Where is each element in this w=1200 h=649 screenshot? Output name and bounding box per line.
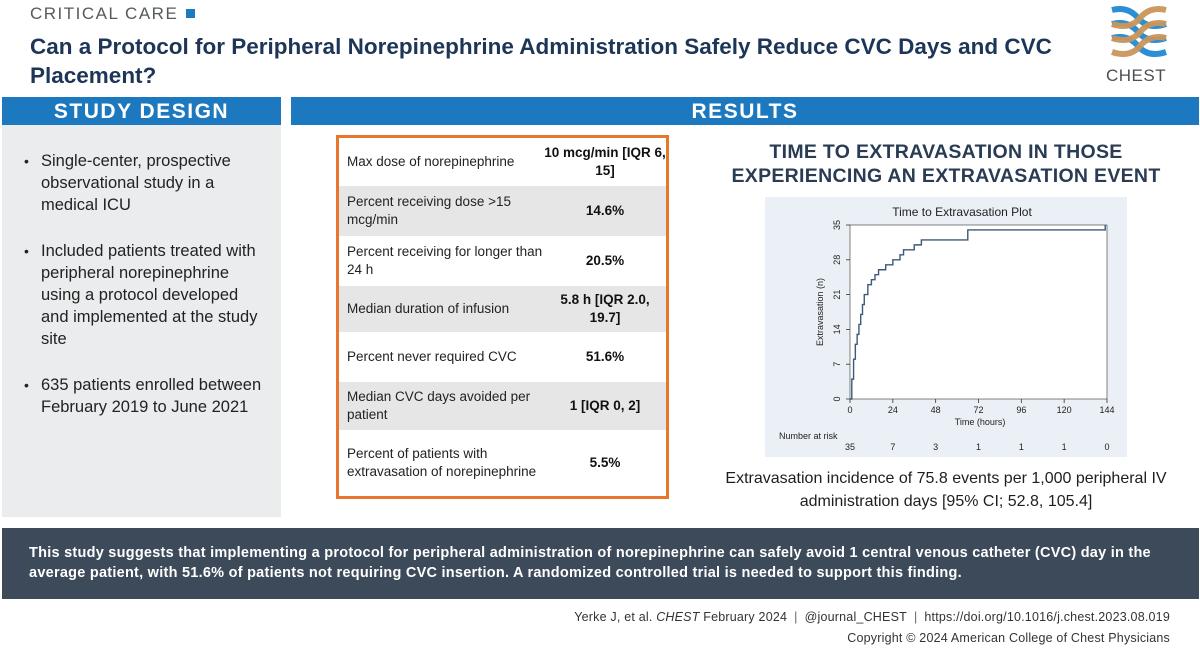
table-row: Median duration of infusion 5.8 h [IQR 2… <box>339 286 666 332</box>
row-label: Percent of patients with extravasation o… <box>347 446 537 479</box>
page-title: Can a Protocol for Peripheral Norepineph… <box>30 34 1052 88</box>
row-label: Median CVC days avoided per patient <box>347 389 531 422</box>
row-label: Max dose of norepinephrine <box>347 154 515 169</box>
copyright: Copyright © 2024 American College of Che… <box>847 631 1170 645</box>
table-row: Percent receiving for longer than 24 h 2… <box>339 236 666 286</box>
row-label: Percent receiving for longer than 24 h <box>347 244 543 277</box>
list-item: Included patients treated with periphera… <box>24 240 263 350</box>
summary-banner: This study suggests that implementing a … <box>2 528 1199 599</box>
chart-risk-value: 1 <box>1062 442 1067 452</box>
chart-x-tick-label: 0 <box>847 405 852 415</box>
chart-risk-value: 1 <box>976 442 981 452</box>
journal-handle: @journal_CHEST <box>804 610 907 624</box>
results-banner: RESULTS <box>291 97 1199 125</box>
logo-wordmark: CHEST <box>1106 66 1167 85</box>
chart-x-axis-label: Time (hours) <box>955 417 1006 427</box>
table-row: Max dose of norepinephrine 10 mcg/min [I… <box>339 138 666 186</box>
results-table: Max dose of norepinephrine 10 mcg/min [I… <box>336 135 669 499</box>
chart-x-tick-label: 144 <box>1099 405 1114 415</box>
chart-y-tick-label: 0 <box>832 396 842 401</box>
chart-y-tick-label: 14 <box>832 324 842 334</box>
row-label: Percent receiving dose >15 mcg/min <box>347 194 511 227</box>
chart-title: Time to Extravasation Plot <box>892 205 1032 219</box>
chart-risk-value: 0 <box>1104 442 1109 452</box>
plot-heading: TIME TO EXTRAVASATION IN THOSE EXPERIENC… <box>731 141 1161 187</box>
study-design-banner: STUDY DESIGN <box>2 97 281 125</box>
chart-x-tick-label: 72 <box>973 405 983 415</box>
chart-y-tick-label: 7 <box>832 362 842 367</box>
chart-risk-value: 35 <box>845 442 855 452</box>
row-label: Percent never required CVC <box>347 349 517 364</box>
citation-author: Yerke J, et al. <box>574 610 653 624</box>
row-value: 20.5% <box>585 253 625 268</box>
row-value: 51.6% <box>585 349 625 364</box>
logo-stripes <box>1111 6 1167 57</box>
row-label: Median duration of infusion <box>347 301 510 316</box>
chart-x-tick-label: 96 <box>1016 405 1026 415</box>
chart-risk-value: 7 <box>890 442 895 452</box>
citation: Yerke J, et al. CHEST February 2024 | @jou… <box>574 610 1170 624</box>
chart-risk-value: 1 <box>1019 442 1024 452</box>
plot-caption: Extravasation incidence of 75.8 events p… <box>725 470 1167 510</box>
chart-risk-value: 3 <box>933 442 938 452</box>
table-row: Percent receiving dose >15 mcg/min 14.6% <box>339 186 666 236</box>
chart-svg: Time to Extravasation Plot Extravasation… <box>779 205 1115 452</box>
row-value: 10 mcg/min [IQR 6, 15] <box>544 145 666 178</box>
chart-y-tick-label: 21 <box>832 290 842 300</box>
row-value: 5.5% <box>589 455 621 470</box>
section-kicker: CRITICAL CARE <box>30 4 196 24</box>
chart-y-tick-label: 28 <box>832 255 842 265</box>
chart-y-axis-label: Extravasation (n) <box>815 278 825 346</box>
study-design-list: Single-center, prospective observational… <box>2 125 281 418</box>
chart-x-tick-label: 24 <box>888 405 898 415</box>
extravasation-chart: Time to Extravasation Plot Extravasation… <box>765 197 1127 457</box>
table-row: Median CVC days avoided per patient 1 [I… <box>339 382 666 430</box>
chest-logo <box>1111 6 1167 57</box>
citation-issue: February 2024 <box>703 610 788 624</box>
chart-y-tick-label: 35 <box>832 220 842 230</box>
row-value: 1 [IQR 0, 2] <box>569 398 641 413</box>
table-row: Percent of patients with extravasation o… <box>339 430 666 496</box>
table-row: Percent never required CVC 51.6% <box>339 332 666 382</box>
kicker-square-icon <box>186 9 196 18</box>
kicker-text: CRITICAL CARE <box>30 4 179 23</box>
chart-series-line <box>850 225 1106 400</box>
doi-link[interactable]: https://doi.org/10.1016/j.chest.2023.08.… <box>924 610 1170 624</box>
chart-x-tick-label: 48 <box>931 405 941 415</box>
row-value: 5.8 h [IQR 2.0, 19.7] <box>560 292 650 325</box>
chart-plot-area <box>849 224 1108 400</box>
citation-journal: CHEST <box>656 610 700 624</box>
chart-x-tick-label: 120 <box>1057 405 1072 415</box>
list-item: Single-center, prospective observational… <box>24 150 263 216</box>
list-item: 635 patients enrolled between February 2… <box>24 374 263 418</box>
row-value: 14.6% <box>585 203 625 218</box>
chart-risk-label: Number at risk <box>779 431 838 441</box>
study-design-panel: Single-center, prospective observational… <box>2 125 281 517</box>
